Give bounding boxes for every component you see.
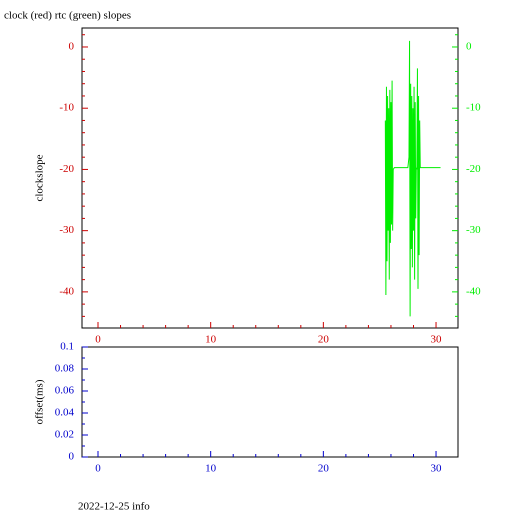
- chart-title: clock (red) rtc (green) slopes: [4, 10, 131, 22]
- y-axis-label: offset(ms): [34, 379, 46, 424]
- x-tick-label: 30: [431, 334, 443, 346]
- x-tick-label: 30: [431, 463, 443, 475]
- y2-tick-label: -30: [466, 224, 481, 236]
- x-tick-label: 0: [95, 463, 101, 475]
- y2-tick-label: 0: [466, 41, 472, 53]
- footer: 2022-12-25 info: [78, 501, 150, 512]
- y-tick-label: 0: [69, 41, 75, 53]
- data-line: [384, 40, 441, 317]
- x-tick-label: 10: [205, 463, 217, 475]
- y-tick-label: 0: [69, 451, 75, 463]
- y2-tick-label: -40: [466, 285, 481, 297]
- x-tick-label: 20: [318, 463, 330, 475]
- x-tick-label: 20: [318, 334, 330, 346]
- y-tick-label: 0.02: [55, 429, 74, 441]
- y2-tick-label: -20: [466, 163, 481, 175]
- y-tick-label: 0.1: [60, 341, 74, 353]
- plot-frame: [81, 346, 459, 458]
- x-tick-label: 10: [205, 334, 217, 346]
- y-tick-label: -10: [59, 102, 74, 114]
- y-tick-label: 0.06: [55, 385, 75, 397]
- y2-tick-label: -10: [466, 102, 481, 114]
- plot-frame: [81, 27, 459, 329]
- y-tick-label: 0.08: [55, 363, 75, 375]
- y-tick-label: -40: [59, 285, 74, 297]
- y-tick-label: -20: [59, 163, 74, 175]
- y-axis-label: clockslope: [34, 154, 46, 201]
- x-tick-label: 0: [95, 334, 101, 346]
- y-tick-label: 0.04: [55, 407, 75, 419]
- y-tick-label: -30: [59, 224, 74, 236]
